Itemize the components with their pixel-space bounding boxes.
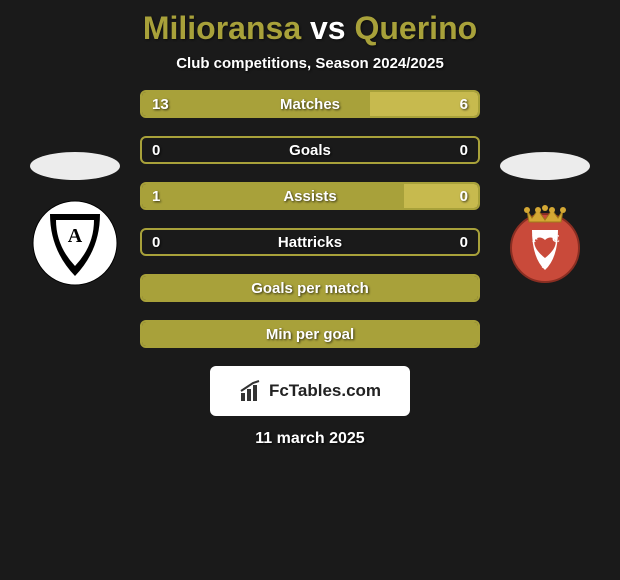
main-row: A 136Matches 00Goals 10Assists 00Hattricks G…: [0, 90, 620, 348]
chart-icon: [239, 379, 263, 403]
svg-text:P: P: [542, 259, 549, 271]
stat-label: Matches: [142, 96, 478, 113]
subtitle: Club competitions, Season 2024/2025: [0, 55, 620, 90]
title-right: Querino: [354, 10, 477, 46]
stat-bar: 00Goals: [140, 136, 480, 164]
comparison-card: Milioransa vs Querino Club competitions,…: [0, 0, 620, 448]
club-crest-right: F C P: [502, 200, 588, 286]
title-vs: vs: [301, 10, 354, 46]
stat-bar: 00Hattricks: [140, 228, 480, 256]
stat-label: Hattricks: [142, 234, 478, 251]
left-player-col: A: [30, 152, 120, 286]
stats-column: 136Matches 00Goals 10Assists 00Hattricks Goa…: [140, 90, 480, 348]
page-title: Milioransa vs Querino: [0, 0, 620, 55]
svg-text:C: C: [552, 233, 560, 245]
club-crest-left: A: [32, 200, 118, 286]
stat-label: Assists: [142, 188, 478, 205]
brand-badge[interactable]: FcTables.com: [210, 366, 410, 416]
brand-text: FcTables.com: [269, 381, 381, 401]
player-shadow-left: [30, 152, 120, 180]
title-left: Milioransa: [143, 10, 301, 46]
stat-label: Goals per match: [142, 280, 478, 297]
svg-text:A: A: [68, 225, 83, 247]
footer-date: 11 march 2025: [0, 430, 620, 448]
stat-bar: Goals per match: [140, 274, 480, 302]
player-shadow-right: [500, 152, 590, 180]
stat-bar: Min per goal: [140, 320, 480, 348]
crest-left-icon: A: [32, 200, 118, 286]
stat-bar: 10Assists: [140, 182, 480, 210]
crest-right-icon: F C P: [502, 200, 588, 286]
right-player-col: F C P: [500, 152, 590, 286]
stat-bar: 136Matches: [140, 90, 480, 118]
stat-label: Goals: [142, 142, 478, 159]
stat-label: Min per goal: [142, 326, 478, 343]
svg-text:F: F: [532, 233, 539, 245]
